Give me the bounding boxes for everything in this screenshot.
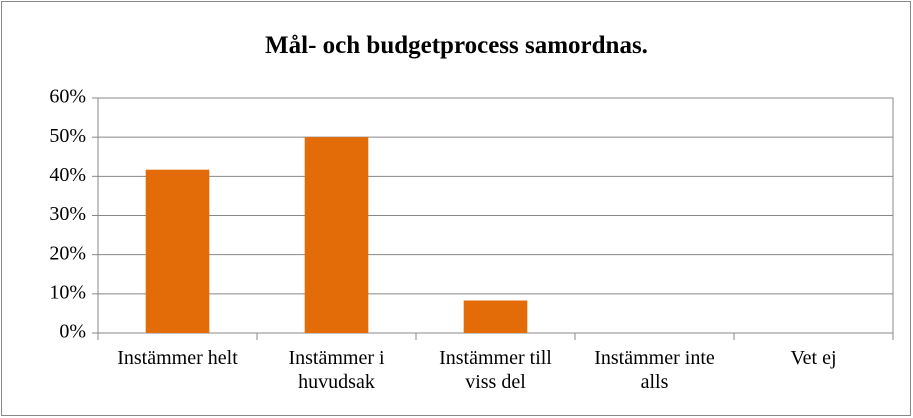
bar	[304, 137, 369, 333]
x-tick-label: Instämmer inte alls	[594, 347, 715, 393]
y-tick-label: 40%	[49, 164, 86, 186]
x-tick-label: Instämmer i huvudsak	[288, 347, 385, 393]
y-tick-label: 60%	[49, 86, 86, 108]
y-tick-label: 20%	[49, 242, 86, 264]
y-tick-label: 30%	[49, 203, 86, 225]
x-tick-label: Instämmer helt	[117, 347, 238, 369]
y-tick-label: 50%	[49, 125, 86, 147]
y-tick-label: 0%	[59, 321, 86, 343]
y-tick-label: 10%	[49, 281, 86, 303]
bar	[145, 169, 210, 333]
bar	[463, 300, 528, 333]
chart-title: Mål- och budgetprocess samordnas.	[265, 32, 648, 59]
x-tick-label: Instämmer till viss del	[439, 347, 552, 393]
x-tick-label: Vet ej	[790, 347, 837, 369]
